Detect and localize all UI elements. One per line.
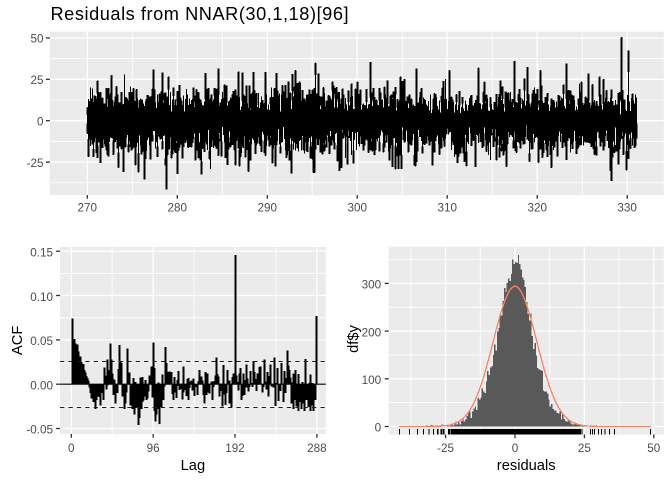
svg-text:0: 0 bbox=[68, 442, 75, 455]
svg-text:192: 192 bbox=[225, 442, 245, 455]
svg-text:310: 310 bbox=[437, 201, 457, 214]
svg-text:96: 96 bbox=[147, 442, 160, 455]
svg-text:0: 0 bbox=[37, 115, 44, 128]
svg-text:320: 320 bbox=[527, 201, 547, 214]
svg-text:25: 25 bbox=[30, 74, 44, 87]
svg-text:-25: -25 bbox=[437, 442, 454, 455]
svg-text:330: 330 bbox=[617, 201, 637, 214]
svg-text:0: 0 bbox=[512, 442, 519, 455]
svg-text:-0.05: -0.05 bbox=[26, 424, 53, 437]
svg-text:50: 50 bbox=[647, 442, 661, 455]
svg-text:50: 50 bbox=[30, 33, 44, 46]
svg-text:df$y: df$y bbox=[346, 324, 362, 352]
svg-text:0.15: 0.15 bbox=[30, 246, 53, 259]
svg-text:residuals: residuals bbox=[497, 458, 556, 474]
svg-text:270: 270 bbox=[78, 201, 98, 214]
svg-text:300: 300 bbox=[347, 201, 367, 214]
svg-text:Lag: Lag bbox=[181, 458, 206, 474]
svg-text:Residuals from NNAR(30,1,18)[9: Residuals from NNAR(30,1,18)[96] bbox=[51, 4, 350, 24]
svg-text:0.00: 0.00 bbox=[30, 379, 53, 392]
svg-text:300: 300 bbox=[362, 279, 382, 292]
svg-text:288: 288 bbox=[307, 442, 327, 455]
svg-text:0.05: 0.05 bbox=[30, 335, 53, 348]
svg-text:0.10: 0.10 bbox=[30, 291, 53, 304]
svg-text:0: 0 bbox=[375, 422, 382, 435]
svg-text:280: 280 bbox=[168, 201, 188, 214]
svg-text:-25: -25 bbox=[27, 157, 44, 170]
svg-text:290: 290 bbox=[258, 201, 278, 214]
svg-text:200: 200 bbox=[362, 326, 382, 339]
svg-text:100: 100 bbox=[362, 374, 382, 387]
svg-text:25: 25 bbox=[578, 442, 592, 455]
svg-text:ACF: ACF bbox=[10, 326, 26, 355]
